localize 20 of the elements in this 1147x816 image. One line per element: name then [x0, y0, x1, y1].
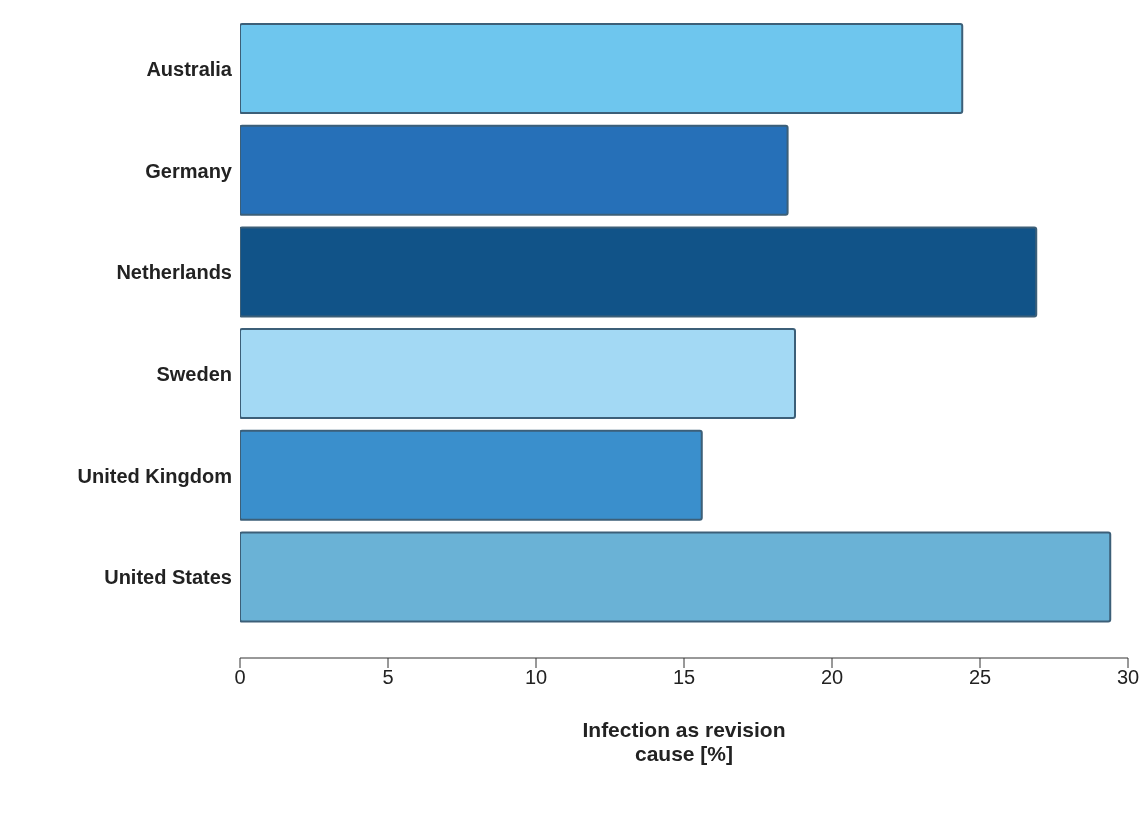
x-tick-label: 0 — [234, 666, 246, 689]
bar — [240, 124, 789, 216]
x-tick-label: 25 — [968, 666, 992, 689]
bar — [240, 23, 964, 115]
x-tick-label: 30 — [1116, 666, 1140, 689]
bar — [240, 429, 703, 521]
bar — [240, 226, 1038, 318]
y-tick-label: United Kingdom — [77, 464, 232, 487]
x-axis-title: Infection as revision cause [%] — [581, 718, 787, 766]
y-tick-label: Sweden — [156, 362, 232, 385]
y-tick-label: Netherlands — [116, 261, 232, 284]
x-tick-label: 15 — [672, 666, 696, 689]
bar — [240, 328, 796, 420]
y-tick-label: United States — [104, 566, 232, 589]
y-tick-label: Australia — [146, 57, 233, 80]
y-tick-label: Germany — [145, 159, 233, 182]
x-tick-label: 5 — [382, 666, 394, 689]
x-tick-label: 10 — [524, 666, 548, 689]
x-tick-label: 20 — [820, 666, 844, 689]
bar — [240, 531, 1112, 623]
